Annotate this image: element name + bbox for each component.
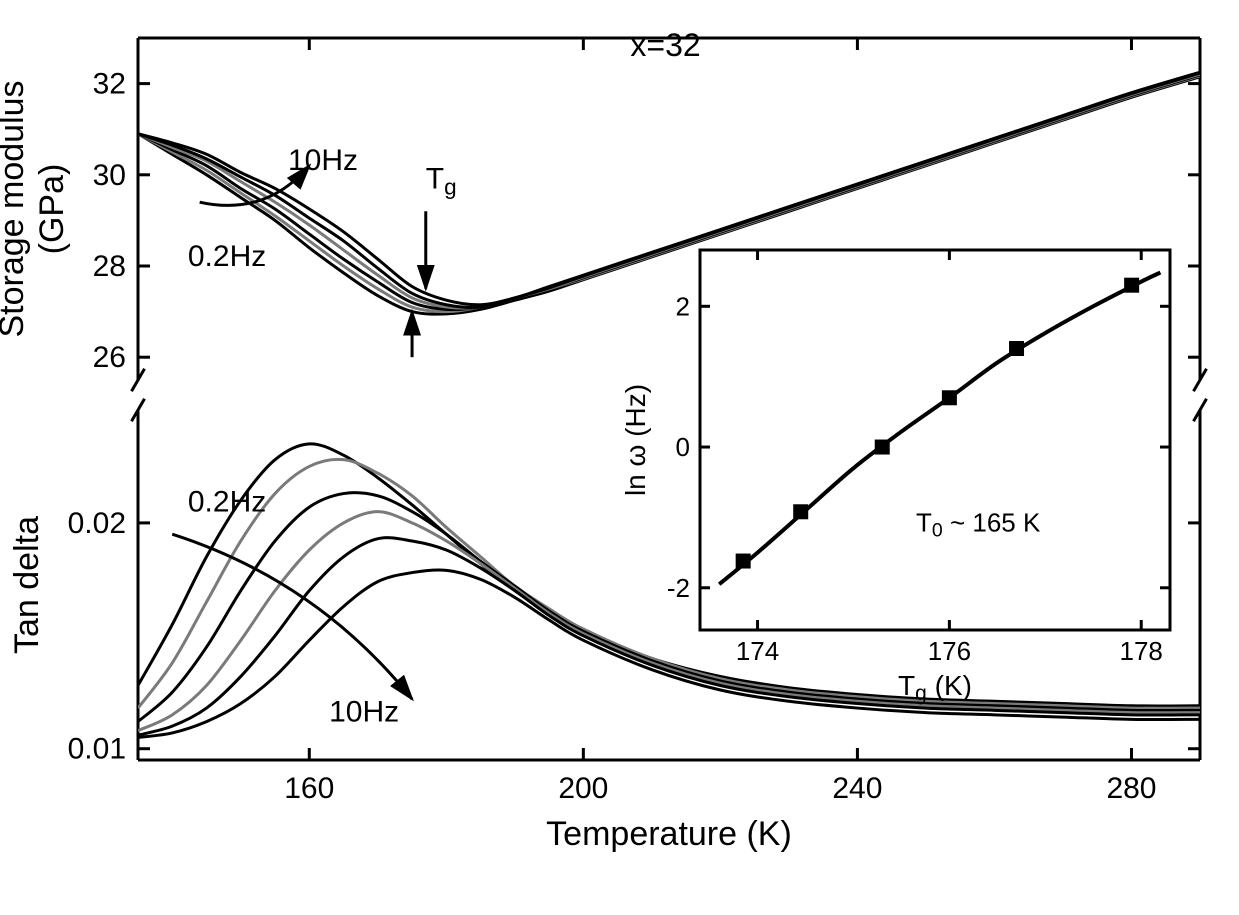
freq-sweep-arrow-bottom-icon [172,534,412,699]
inset-data-marker [736,554,751,569]
top-y-tick-label: 32 [93,68,126,101]
inset-x-tick-label: 174 [736,636,779,666]
bottom-y-tick-label: 0.02 [68,507,126,540]
inset-y-axis-label: ln ω (Hz) [620,384,651,496]
bottom-y-tick-label: 0.01 [68,733,126,766]
figure-container: 160 200 240 280 Temperature (K) 26 28 30 32 Stora… [0,0,1239,915]
freq-label-10hz-top: 10Hz [288,144,358,177]
svg-text:Storage modulus: Storage modulus [0,80,31,337]
dma-figure: 160 200 240 280 Temperature (K) 26 28 30 32 Stora… [0,0,1239,915]
inset-y-tick-label: 2 [676,291,690,321]
x-tick-label: 280 [1106,772,1156,805]
inset-y-tick-label: -2 [667,573,690,603]
svg-text:(GPa): (GPa) [33,164,71,255]
x-tick-label: 160 [284,772,334,805]
inset-background [700,250,1170,630]
bottom-y-axis-label: Tan delta [8,516,46,654]
inset-data-marker [793,504,808,519]
inset-x-axis-label: Tg (K) [898,670,972,705]
top-y-tick-label: 28 [93,250,126,283]
top-y-tick-label: 30 [93,159,126,192]
freq-label-10hz-bottom: 10Hz [329,696,399,729]
inset-data-marker [1009,341,1024,356]
svg-text:ln ω (Hz): ln ω (Hz) [620,384,651,496]
inset-data-marker [875,440,890,455]
top-y-tick-label: 26 [93,341,126,374]
freq-label-02hz-bottom: 0.2Hz [188,486,266,519]
x-tick-label: 240 [832,772,882,805]
inset-x-tick-label: 178 [1120,636,1163,666]
inset-x-tick-label: 176 [928,636,971,666]
x-tick-label: 200 [558,772,608,805]
svg-text:Tan delta: Tan delta [8,516,46,654]
figure-condition-label: x=32 [630,27,700,63]
inset-data-marker [1124,278,1139,293]
x-axis-label: Temperature (K) [546,815,792,853]
inset-y-tick-label: 0 [676,432,690,462]
top-y-axis-label: Storage modulus(GPa) [0,80,71,337]
freq-label-02hz-top: 0.2Hz [188,240,266,273]
tg-label: Tg [426,162,457,199]
inset-data-marker [942,390,957,405]
